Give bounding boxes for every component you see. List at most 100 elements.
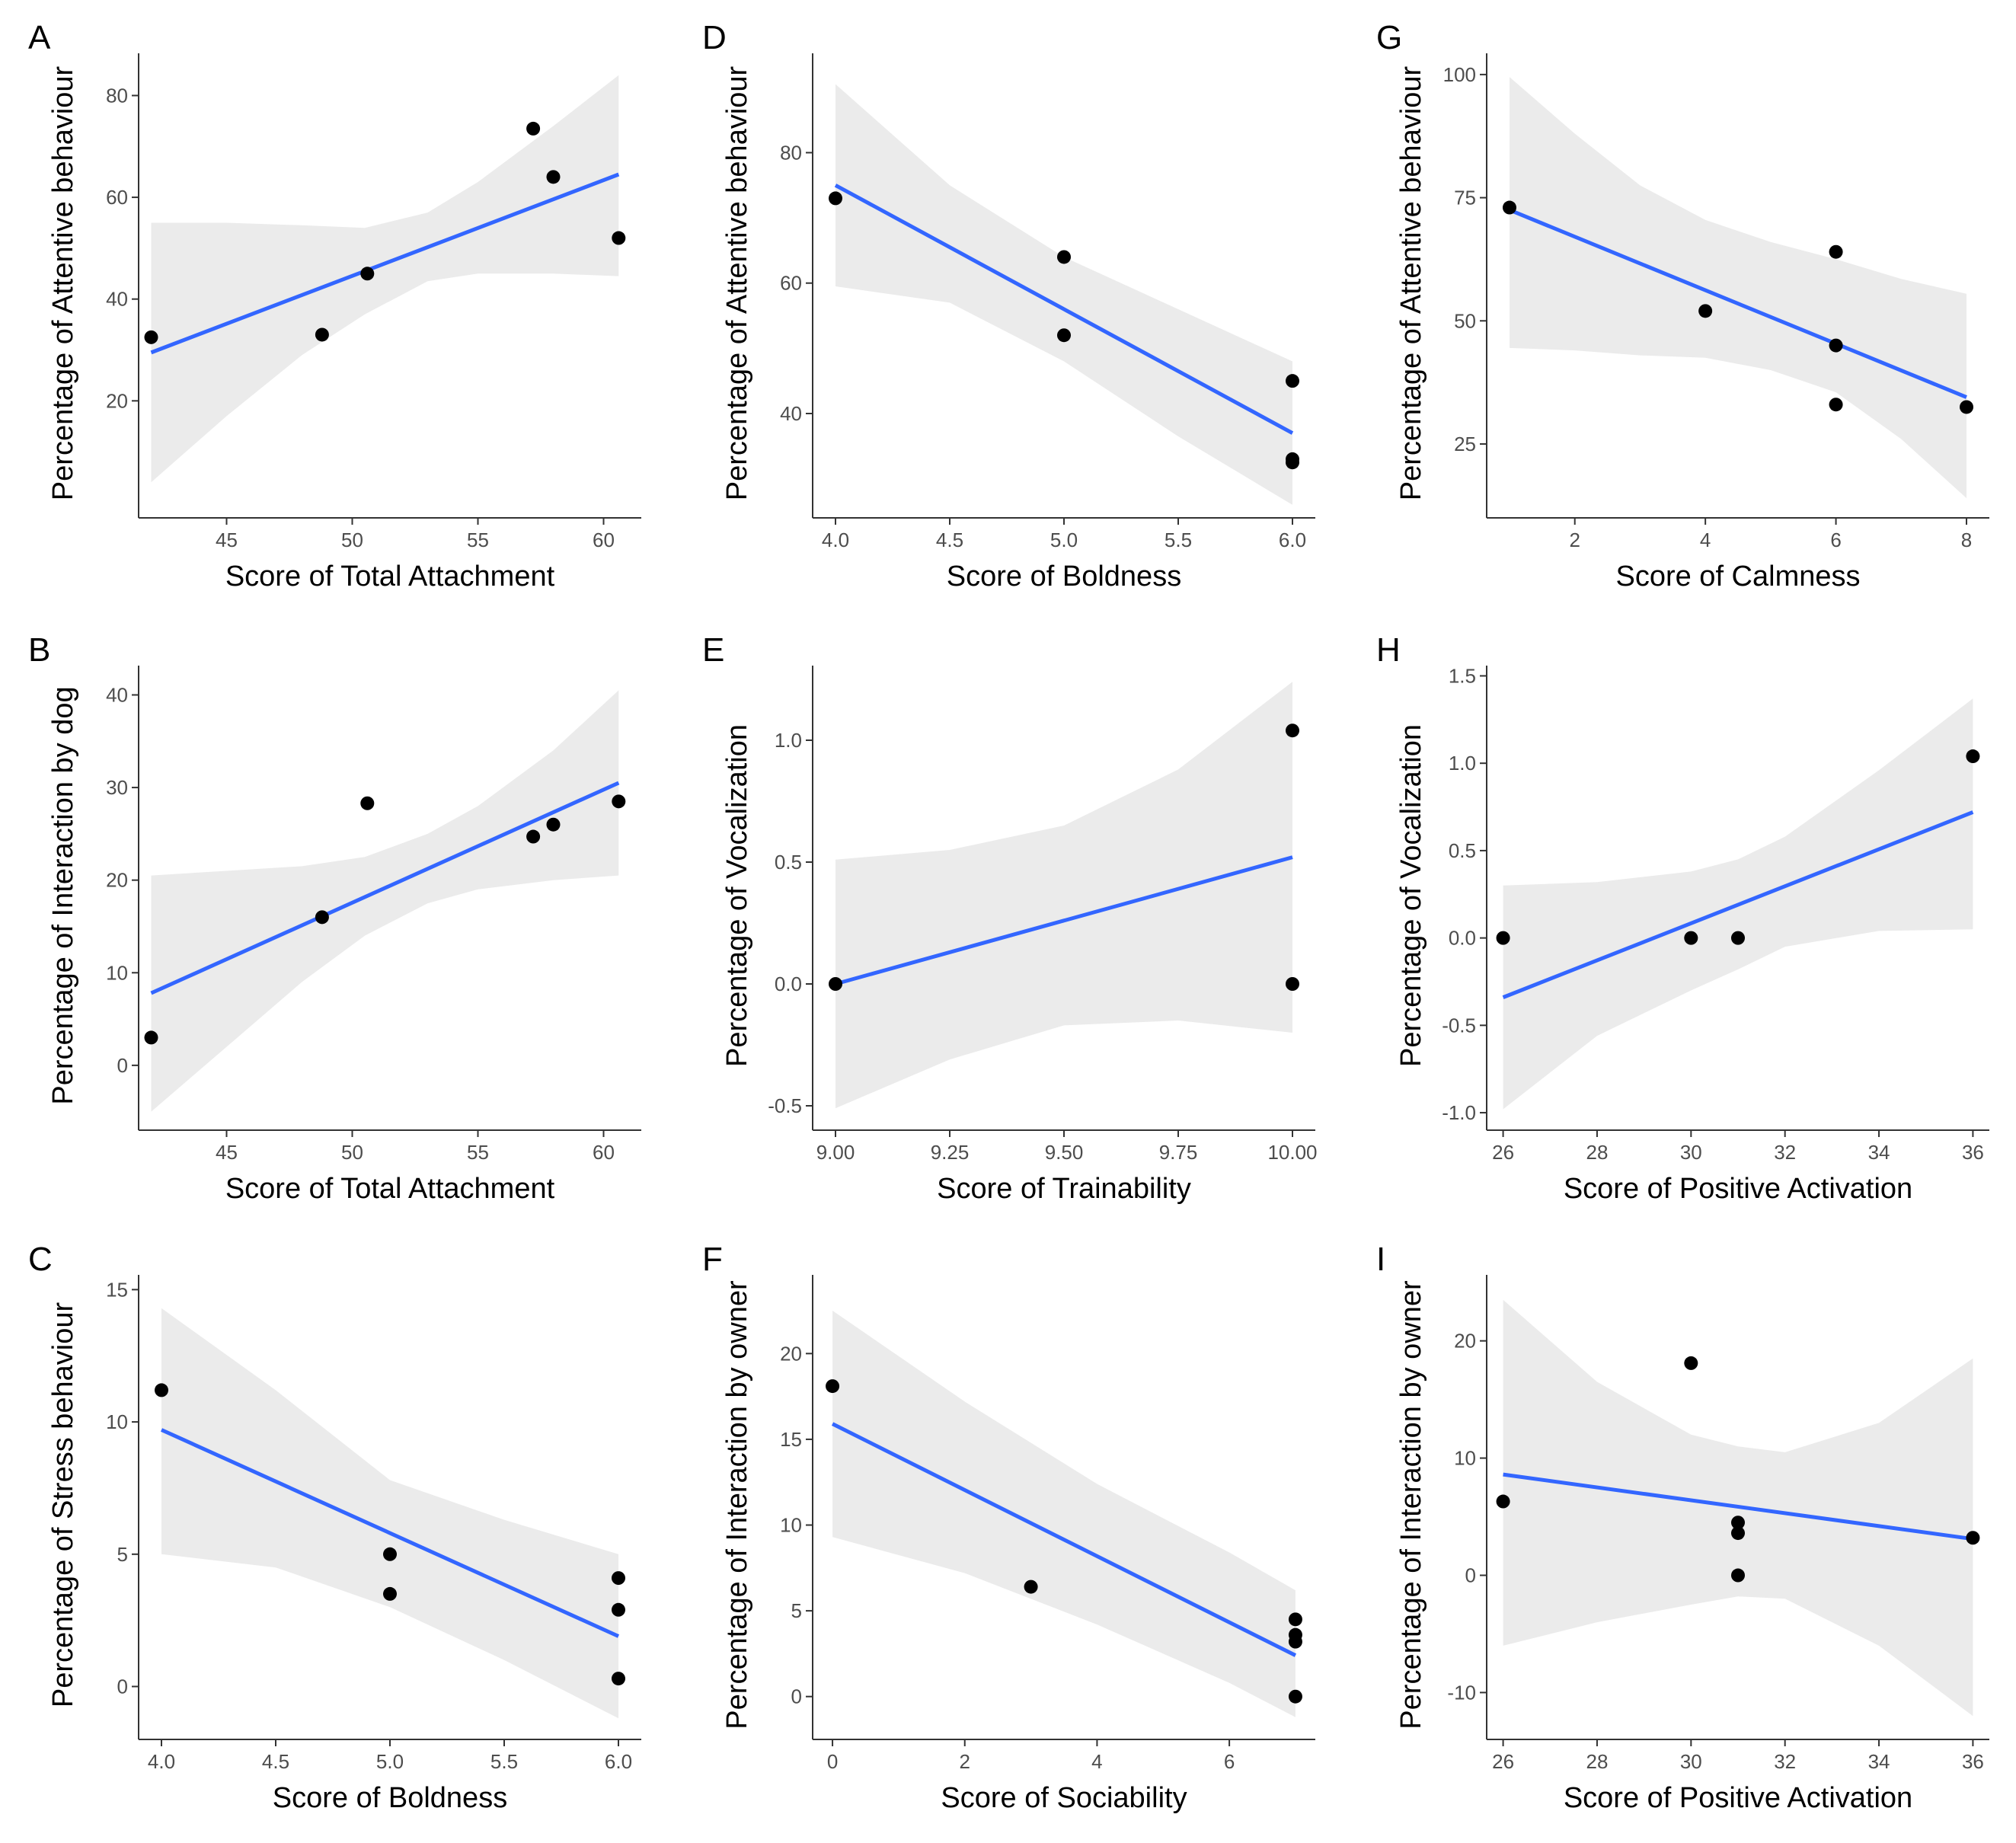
x-tick-label: 9.50: [1045, 1141, 1084, 1164]
x-tick-label: 6: [1224, 1750, 1235, 1773]
y-tick-label: 1.0: [1449, 752, 1476, 775]
y-tick-label: 20: [780, 1342, 802, 1365]
panel-letter: G: [1376, 19, 1402, 56]
y-tick-label: 10: [780, 1514, 802, 1537]
x-tick-label: 28: [1586, 1141, 1608, 1164]
x-tick-label: 30: [1680, 1750, 1702, 1773]
x-tick-label: 45: [216, 1141, 238, 1164]
regression-line: [835, 855, 1293, 986]
y-tick-label: 15: [780, 1428, 802, 1451]
y-tick-label: 80: [106, 84, 128, 107]
x-tick-label: 34: [1868, 1141, 1890, 1164]
data-point: [1503, 200, 1516, 215]
y-axis-title: Percentage of Stress behaviour: [47, 1302, 79, 1708]
data-point: [612, 1602, 625, 1617]
y-tick-label: 75: [1454, 187, 1476, 209]
y-axis-title: Percentage of Interaction by dog: [47, 686, 79, 1104]
x-tick-label: 4.5: [262, 1750, 289, 1773]
y-tick-label: -10: [1447, 1681, 1476, 1704]
x-tick-label: 34: [1868, 1750, 1890, 1773]
data-point: [1288, 1689, 1302, 1704]
y-tick-label: 50: [1454, 309, 1476, 332]
panel-e: 9.00 9.25 9.50 9.75 10.00 -0.5 0.0 0.5 1.0 Score …: [702, 631, 1318, 1205]
panel-letter: B: [28, 631, 50, 669]
y-axis-title: Percentage of Attentive behaviour: [1395, 65, 1427, 500]
y-axis-title: Percentage of Interaction by owner: [1395, 1280, 1427, 1730]
data-point: [1684, 1356, 1698, 1370]
y-tick-label: 0.5: [1449, 839, 1476, 862]
y-tick-label: 10: [1454, 1447, 1476, 1470]
x-tick-label: 4: [1091, 1750, 1102, 1773]
x-tick-label: 55: [467, 1141, 489, 1164]
data-point: [1731, 1568, 1745, 1583]
y-tick-label: 0.0: [775, 973, 802, 995]
confidence-band: [151, 75, 619, 483]
x-tick-label: 45: [216, 529, 238, 551]
data-point: [1966, 1531, 1980, 1545]
data-point: [1698, 304, 1713, 318]
y-tick-label: 60: [106, 186, 128, 209]
x-tick-label: 5.5: [1165, 529, 1192, 551]
y-tick-label: 20: [106, 869, 128, 892]
x-tick-label: 26: [1492, 1141, 1514, 1164]
y-tick-label: 60: [780, 272, 802, 295]
panel-letter: F: [702, 1241, 723, 1278]
data-point: [1286, 977, 1299, 991]
y-tick-label: 0: [117, 1054, 128, 1077]
data-point: [383, 1547, 397, 1561]
confidence-band: [151, 690, 619, 1112]
data-point: [1286, 374, 1299, 388]
x-tick-label: 5.5: [490, 1750, 518, 1773]
panel-f: 0 2 4 6 0 5 10 15 20 Score of Sociability Percenta…: [702, 1241, 1315, 1814]
data-point: [144, 330, 158, 344]
confidence-band: [832, 1311, 1296, 1717]
data-point: [612, 1571, 625, 1586]
x-tick-label: 5.0: [376, 1750, 404, 1773]
regression-line: [1502, 810, 1974, 999]
x-tick-label: 6: [1830, 529, 1841, 551]
y-tick-label: 40: [780, 402, 802, 425]
data-point: [155, 1383, 168, 1397]
panel-letter: C: [28, 1241, 53, 1278]
regression-line: [1509, 208, 1967, 399]
regression-line: [831, 1422, 1297, 1657]
data-point: [1286, 455, 1299, 470]
y-axis-title: Percentage of Interaction by owner: [721, 1280, 753, 1730]
data-point: [612, 1672, 625, 1686]
panel-c: 4.0 4.5 5.0 5.5 6.0 0 5 10 15 Score of Boldness Pe…: [28, 1241, 641, 1814]
confidence-band: [835, 682, 1292, 1109]
regression-line: [150, 172, 620, 355]
x-axis-title: Score of Calmness: [1615, 561, 1860, 593]
y-axis-title: Percentage of Vocalization: [721, 724, 753, 1067]
data-point: [1829, 244, 1843, 259]
data-point: [1288, 1634, 1302, 1649]
x-tick-label: 26: [1492, 1750, 1514, 1773]
y-tick-label: 30: [106, 776, 128, 799]
panel-letter: I: [1376, 1241, 1385, 1278]
y-tick-label: 0: [791, 1685, 802, 1708]
y-tick-label: 100: [1443, 63, 1476, 86]
y-tick-label: 0.5: [775, 851, 802, 874]
data-point: [1731, 1516, 1745, 1530]
x-tick-label: 5.0: [1050, 529, 1078, 551]
x-tick-label: 32: [1774, 1750, 1796, 1773]
y-tick-label: 15: [106, 1278, 128, 1301]
panel-letter: E: [702, 631, 724, 669]
data-point: [360, 267, 375, 281]
panel-i: 26 28 30 32 34 36 -10 0 10 20 Score of Positive Ac…: [1376, 1241, 1989, 1814]
data-point: [1496, 931, 1510, 945]
data-point: [1496, 1494, 1510, 1509]
y-tick-label: 10: [106, 1410, 128, 1433]
x-tick-label: 9.25: [931, 1141, 970, 1164]
x-tick-label: 9.75: [1159, 1141, 1198, 1164]
confidence-band: [1510, 77, 1966, 499]
y-axis-title: Percentage of Vocalization: [1395, 724, 1427, 1067]
y-tick-label: 0: [117, 1675, 128, 1698]
data-point: [360, 796, 375, 810]
data-point: [612, 231, 626, 245]
x-tick-label: 28: [1586, 1750, 1608, 1773]
data-point: [829, 977, 842, 991]
y-tick-label: 0: [1465, 1564, 1476, 1587]
y-tick-label: 40: [106, 683, 128, 706]
